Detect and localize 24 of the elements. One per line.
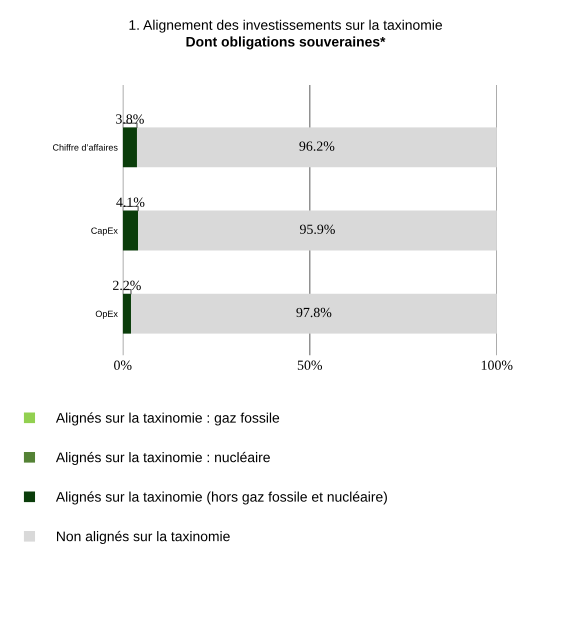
x-tick-label: 50%	[298, 360, 322, 370]
bar	[122, 294, 131, 334]
data-label: 4.1%	[116, 198, 144, 207]
legend-label: Alignés sur la taxinomie : gaz fossile	[56, 412, 280, 426]
legend-label: Alignés sur la taxinomie (hors gaz fossile et nucléaire)	[56, 491, 387, 505]
y-tick-label: CapEx	[91, 227, 118, 236]
legend-label: Non alignés sur la taxinomie	[57, 530, 230, 544]
data-label: 2.2%	[113, 280, 141, 290]
bar	[136, 127, 497, 168]
data-label: 96.2%	[299, 141, 334, 151]
chart-title: 1. Alignement des investissements sur la taxinomie	[129, 20, 442, 33]
bar	[130, 294, 497, 334]
x-tick-label: 100%	[482, 360, 512, 370]
bar	[138, 210, 497, 250]
legend-label: Alignés sur la taxinomie : nucléaire	[56, 452, 270, 466]
y-tick-label: OpEx	[96, 310, 118, 319]
data-label: 97.8%	[296, 308, 332, 318]
bar	[122, 210, 138, 250]
chart-subtitle: Dont obligations souveraines*	[186, 36, 386, 50]
x-tick-label: 0%	[114, 360, 132, 370]
y-tick-label: Chiffre d’affaires	[52, 144, 118, 151]
bar	[122, 127, 137, 168]
data-label: 3.8%	[116, 114, 144, 124]
data-label: 95.9%	[300, 224, 335, 234]
